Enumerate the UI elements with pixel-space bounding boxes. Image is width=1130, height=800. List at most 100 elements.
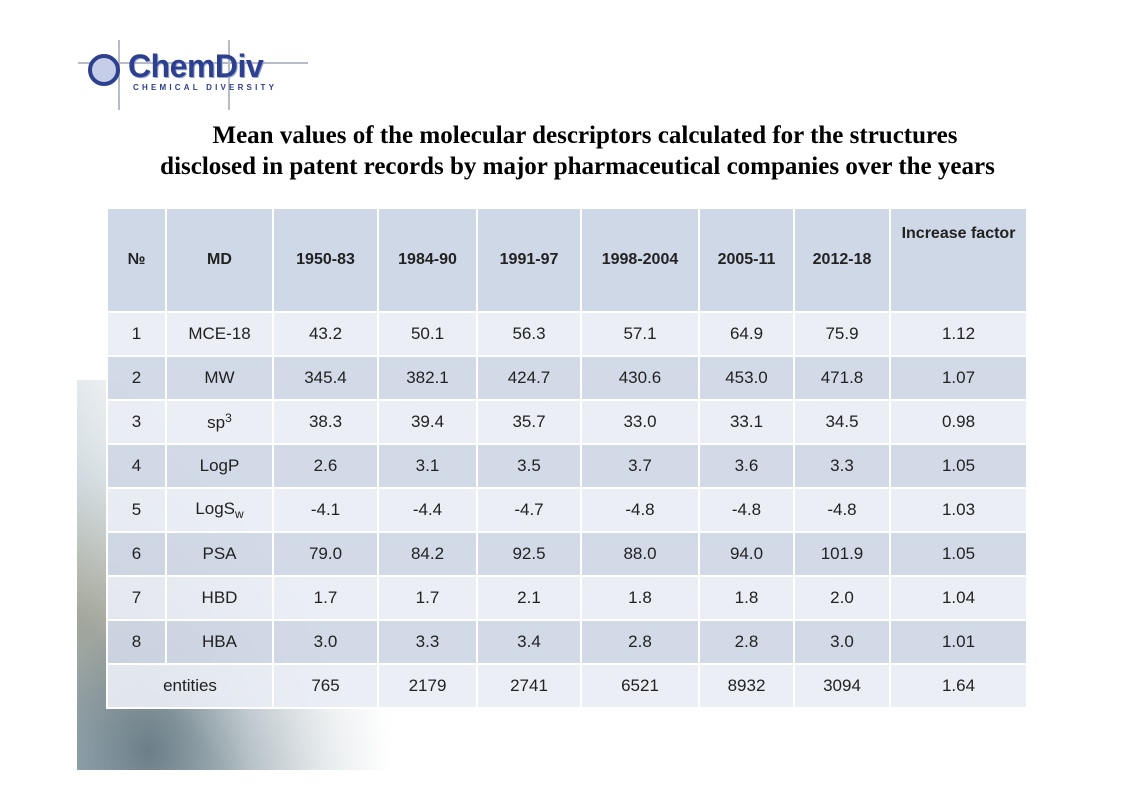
- value-cell-text: 345.4: [304, 368, 347, 387]
- value-cell: 1.7: [377, 575, 478, 621]
- value-cell-text: 3.4: [517, 632, 541, 651]
- value-cell-text: 1.7: [415, 588, 440, 607]
- value-cell-text: 94.0: [729, 544, 764, 563]
- value-cell: 382.1: [377, 355, 478, 401]
- value-cell: 94.0: [698, 531, 795, 577]
- entities-value: 2741: [476, 663, 582, 709]
- row-number-cell-text: 2: [131, 368, 142, 387]
- entities-label: entities: [106, 663, 274, 709]
- value-cell-text: 453.0: [725, 368, 768, 387]
- value-cell: 3.5: [476, 443, 582, 489]
- chemdiv-logo: ChemDiv CHEMICAL DIVERSITY: [78, 40, 308, 110]
- value-cell: 2.8: [580, 619, 700, 665]
- descriptor-cell: PSA: [165, 531, 274, 577]
- value-cell: 0.98: [889, 399, 1028, 445]
- value-cell-text: 1.07: [941, 368, 976, 387]
- value-cell: 1.05: [889, 443, 1028, 489]
- value-cell-text: -4.8: [827, 500, 857, 519]
- descriptor-cell-text: HBA: [202, 632, 237, 651]
- logo-mark-icon: [88, 54, 120, 86]
- descriptor-cell-text: HBD: [201, 588, 238, 607]
- row-number-cell-text: 3: [131, 412, 142, 431]
- value-cell-text: 3.5: [517, 456, 541, 475]
- value-cell: 3.3: [377, 619, 478, 665]
- row-number-cell-text: 4: [131, 456, 142, 475]
- title-line-1: Mean values of the molecular descriptors…: [212, 122, 958, 149]
- value-cell: 75.9: [793, 311, 891, 357]
- value-cell: 2.6: [272, 443, 379, 489]
- value-cell-text: 1.8: [628, 588, 652, 607]
- value-cell: 424.7: [476, 355, 582, 401]
- value-cell-text: 3.7: [628, 456, 652, 475]
- value-cell-text: 84.2: [410, 544, 445, 563]
- value-cell-text: 43.2: [308, 324, 343, 343]
- table-row: 3 sp3 38.3 39.4 35.7 33.0 33.1 34.5 0.98: [106, 399, 1028, 445]
- value-cell: -4.8: [698, 487, 795, 533]
- value-cell-text: 2.0: [830, 588, 854, 607]
- value-cell-text: 88.0: [623, 544, 657, 563]
- table-row: 2 MW 345.4 382.1 424.7 430.6 453.0 471.8 1.07: [106, 355, 1028, 401]
- value-cell: 3.1: [377, 443, 478, 489]
- value-cell-text: 430.6: [618, 368, 662, 387]
- value-cell-text: -4.7: [514, 500, 544, 519]
- value-cell: 3.3: [793, 443, 891, 489]
- value-cell-text: 3.1: [415, 456, 440, 475]
- value-cell: 57.1: [580, 311, 700, 357]
- header-row: № MD 1950-83 1984-90 1991-97 1998-2004 2005-11…: [106, 207, 1028, 313]
- column-header: 2012-18: [793, 207, 891, 313]
- row-number-cell: 3: [106, 399, 167, 445]
- value-cell-text: 57.1: [623, 324, 657, 343]
- value-cell: 471.8: [793, 355, 891, 401]
- descriptor-cell-text: LogS: [195, 499, 236, 518]
- value-cell-text: 1.01: [941, 632, 976, 651]
- value-cell: 1.12: [889, 311, 1028, 357]
- superscript: 3: [225, 411, 232, 425]
- value-cell-text: 92.5: [512, 544, 546, 563]
- value-cell: 3.4: [476, 619, 582, 665]
- value-cell: -4.8: [793, 487, 891, 533]
- row-number-cell: 7: [106, 575, 167, 621]
- table-row: 5 LogSw -4.1 -4.4 -4.7 -4.8 -4.8 -4.8 1.03: [106, 487, 1028, 533]
- value-cell-text: -4.1: [310, 500, 341, 519]
- value-cell-text: 2.1: [517, 588, 541, 607]
- value-cell-text: 1.04: [941, 588, 976, 607]
- value-cell-text: 34.5: [825, 412, 859, 431]
- value-cell-text: 1.12: [941, 324, 976, 343]
- value-cell: 3.0: [272, 619, 379, 665]
- value-cell: 64.9: [698, 311, 795, 357]
- value-cell-text: 3.3: [830, 456, 854, 475]
- entities-value: 765: [272, 663, 379, 709]
- value-cell-text: 1.05: [941, 456, 976, 475]
- value-cell: 345.4: [272, 355, 379, 401]
- value-cell-text: 471.8: [820, 368, 864, 387]
- value-cell: 1.7: [272, 575, 379, 621]
- column-header: 1950-83: [272, 207, 379, 313]
- value-cell-text: 39.4: [410, 412, 445, 431]
- value-cell: 1.8: [698, 575, 795, 621]
- value-cell: 1.01: [889, 619, 1028, 665]
- column-header: 1998-2004: [580, 207, 700, 313]
- column-header: 1991-97: [476, 207, 582, 313]
- value-cell: 3.7: [580, 443, 700, 489]
- entities-value: 6521: [580, 663, 700, 709]
- value-cell: 453.0: [698, 355, 795, 401]
- value-cell-text: -4.8: [731, 500, 762, 519]
- descriptor-cell-text: LogP: [199, 456, 240, 475]
- value-cell-text: 3.6: [734, 456, 759, 475]
- title-line-2: disclosed in patent records by major pha…: [160, 153, 995, 180]
- value-cell: 33.0: [580, 399, 700, 445]
- column-header: MD: [165, 207, 274, 313]
- value-cell: 2.0: [793, 575, 891, 621]
- slide-title: Mean values of the molecular descriptors…: [0, 120, 1130, 182]
- descriptor-cell: LogP: [165, 443, 274, 489]
- value-cell: 2.8: [698, 619, 795, 665]
- value-cell: 92.5: [476, 531, 582, 577]
- row-number-cell-text: 7: [131, 588, 142, 607]
- value-cell-text: 424.7: [507, 368, 551, 387]
- row-number-cell: 8: [106, 619, 167, 665]
- row-number-cell-text: 8: [131, 632, 142, 651]
- value-cell-text: 1.05: [941, 544, 976, 563]
- row-number-cell-text: 1: [131, 324, 142, 343]
- value-cell-text: 33.0: [623, 412, 657, 431]
- descriptor-cell: sp3: [165, 399, 274, 445]
